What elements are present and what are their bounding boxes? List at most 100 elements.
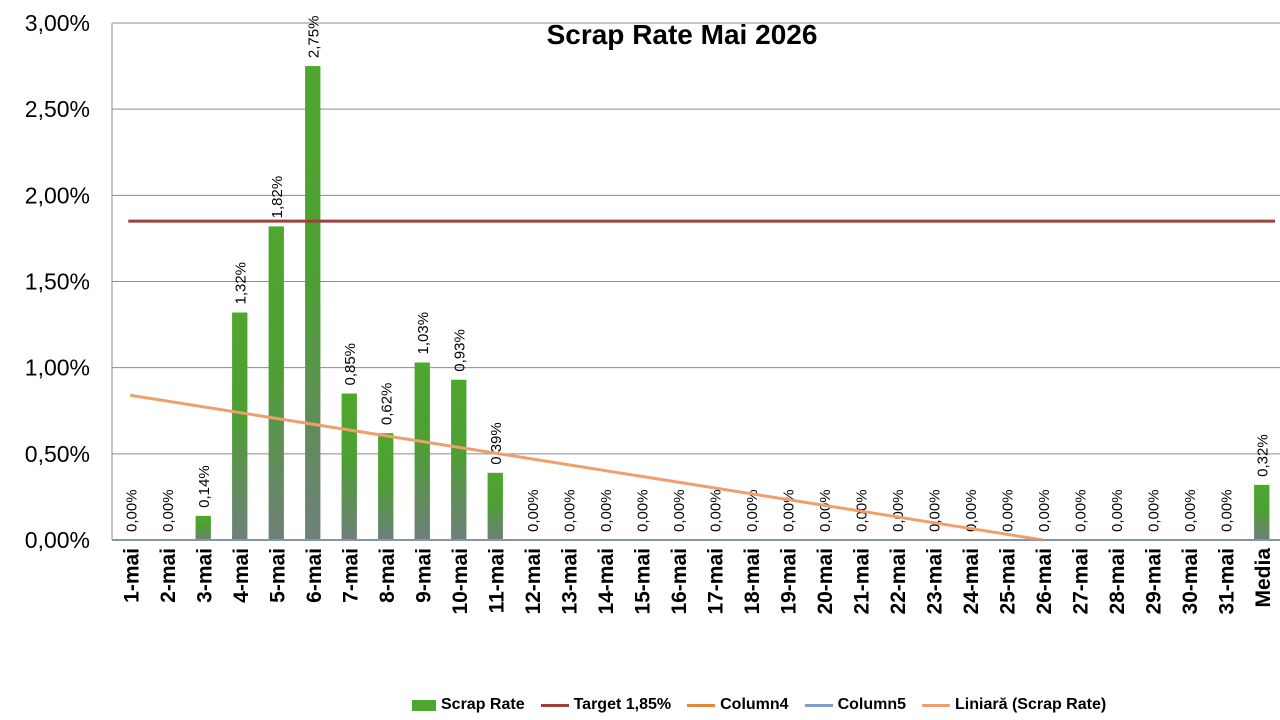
legend-item-target: Target 1,85% (540, 696, 672, 714)
data-label: 0,62% (379, 383, 396, 426)
x-tick-label: Media (1252, 548, 1275, 608)
legend-label-column4: Column4 (720, 696, 789, 713)
data-label: 0,00% (1036, 489, 1053, 532)
x-tick-label: 8-mai (376, 548, 399, 603)
legend-label-trendline: Liniară (Scrap Rate) (955, 696, 1107, 713)
x-tick-label: 14-mai (595, 548, 618, 615)
bar (487, 472, 503, 540)
data-label: 0,00% (123, 489, 140, 532)
x-tick-label: 22-mai (887, 548, 910, 615)
data-label: 0,00% (999, 489, 1016, 532)
y-tick-label: 2,50% (25, 96, 90, 122)
legend-label-column5: Column5 (837, 696, 907, 713)
legend-item-scrap-rate: Scrap Rate (412, 696, 525, 714)
data-label: 0,00% (1109, 489, 1126, 532)
data-label: 1,82% (269, 176, 286, 219)
x-tick-label: 12-mai (522, 548, 545, 615)
trendline (130, 393, 1043, 542)
data-label: 0,00% (598, 489, 615, 532)
bar (195, 515, 211, 540)
x-tick-label: 30-mai (1179, 548, 1202, 615)
x-tick-label: 21-mai (850, 548, 873, 615)
x-tick-label: 17-mai (704, 548, 727, 615)
x-tick-label: 6-mai (303, 548, 326, 603)
data-label: 0,00% (671, 489, 688, 532)
y-tick-label: 2,00% (25, 182, 90, 208)
x-tick-label: 24-mai (960, 548, 983, 615)
bar (268, 226, 284, 540)
legend-item-column4: Column4 (687, 696, 789, 714)
data-label: 1,03% (415, 312, 432, 355)
x-tick-label: 1-mai (120, 548, 143, 603)
data-label: 1,32% (233, 262, 250, 305)
x-tick-label: 4-mai (230, 548, 253, 603)
x-tick-label: 18-mai (741, 548, 764, 615)
x-tick-label: 25-mai (996, 548, 1019, 615)
data-label: 0,00% (926, 489, 943, 532)
legend-item-trendline: Liniară (Scrap Rate) (922, 696, 1106, 714)
bar (414, 362, 430, 540)
data-label: 0,93% (452, 329, 469, 372)
legend-label-target: Target 1,85% (573, 696, 672, 713)
bar (1254, 484, 1270, 540)
x-tick-label: 16-mai (668, 548, 691, 615)
data-label: 0,00% (561, 489, 578, 532)
y-tick-label: 3,00% (25, 10, 90, 36)
x-tick-label: 31-mai (1215, 548, 1238, 615)
chart-legend: Scrap Rate Target 1,85% Column4 Column5 … (412, 694, 1122, 716)
data-label: 0,00% (525, 489, 542, 532)
x-tick-label: 15-mai (631, 548, 654, 615)
x-tick-label: 23-mai (923, 548, 946, 615)
data-label: 0,00% (1218, 489, 1235, 532)
x-tick-label: 28-mai (1106, 548, 1129, 615)
data-label: 0,00% (817, 489, 834, 532)
y-tick-label: 0,00% (25, 527, 90, 553)
y-tick-label: 1,00% (25, 355, 90, 381)
data-label: 0,00% (780, 489, 797, 532)
data-label: 0,14% (196, 465, 213, 508)
legend-swatch-target (540, 703, 569, 707)
x-tick-label: 20-mai (814, 548, 837, 615)
x-tick-label: 27-mai (1069, 548, 1092, 615)
y-tick-label: 1,50% (25, 269, 90, 295)
x-tick-label: 19-mai (777, 548, 800, 615)
data-label: 0,39% (488, 422, 505, 465)
x-tick-label: 11-mai (485, 548, 508, 613)
data-label: 0,00% (1182, 489, 1199, 532)
data-label: 0,00% (1145, 489, 1162, 532)
chart-title: Scrap Rate Mai 2026 (547, 19, 818, 50)
x-tick-label: 29-mai (1142, 548, 1165, 615)
data-label: 0,32% (1255, 434, 1272, 477)
x-tick-label: 10-mai (449, 548, 472, 615)
bar (341, 393, 357, 540)
bar (451, 379, 467, 540)
data-label: 0,00% (963, 489, 980, 532)
bar (232, 312, 248, 540)
data-label: 0,00% (160, 489, 177, 532)
x-tick-label: 3-mai (193, 548, 216, 603)
bar (378, 433, 394, 540)
legend-swatch-scrap-rate (412, 699, 436, 711)
data-label: 0,00% (1072, 489, 1089, 532)
x-tick-label: 2-mai (157, 548, 180, 603)
data-label: 0,00% (634, 489, 651, 532)
legend-label-scrap-rate: Scrap Rate (441, 696, 525, 713)
x-tick-label: 5-mai (266, 548, 289, 603)
legend-swatch-column5 (804, 703, 833, 707)
bar (305, 66, 321, 540)
y-tick-label: 0,50% (25, 441, 90, 467)
x-tick-label: 9-mai (412, 548, 435, 603)
data-label: 0,00% (890, 489, 907, 532)
data-label: 2,75% (306, 16, 323, 59)
data-label: 0,85% (342, 343, 359, 386)
data-label: 0,00% (707, 489, 724, 532)
legend-item-column5: Column5 (804, 696, 907, 714)
legend-swatch-column4 (687, 703, 716, 707)
data-label: 0,00% (744, 489, 761, 532)
legend-swatch-trendline (922, 703, 951, 707)
x-tick-label: 7-mai (339, 548, 362, 603)
x-tick-label: 26-mai (1033, 548, 1056, 615)
x-tick-label: 13-mai (558, 548, 581, 615)
